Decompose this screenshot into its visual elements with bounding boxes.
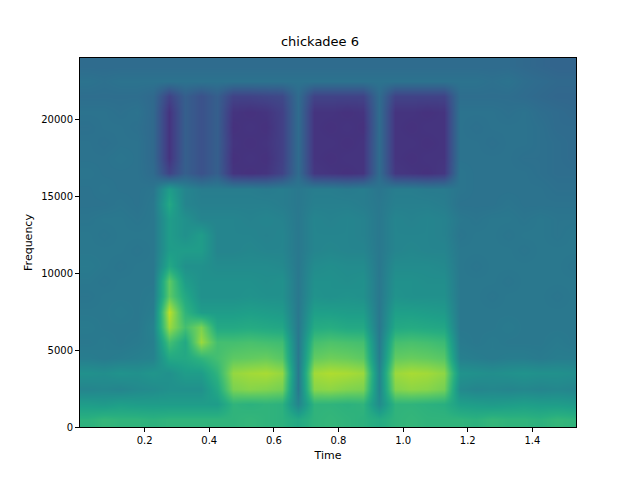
svg-text:0.2: 0.2 [137,435,153,446]
svg-text:10000: 10000 [41,268,73,279]
svg-text:5000: 5000 [48,345,73,356]
svg-text:Frequency: Frequency [22,214,35,271]
svg-text:15000: 15000 [41,191,73,202]
svg-text:0: 0 [67,422,73,433]
svg-text:1.2: 1.2 [460,435,476,446]
svg-text:0.8: 0.8 [331,435,347,446]
svg-text:0.4: 0.4 [201,435,217,446]
svg-text:1.4: 1.4 [524,435,540,446]
svg-text:1.0: 1.0 [395,435,411,446]
svg-text:0.6: 0.6 [266,435,282,446]
svg-text:20000: 20000 [41,114,73,125]
svg-text:Time: Time [314,449,342,462]
svg-text:chickadee 6: chickadee 6 [281,34,359,49]
